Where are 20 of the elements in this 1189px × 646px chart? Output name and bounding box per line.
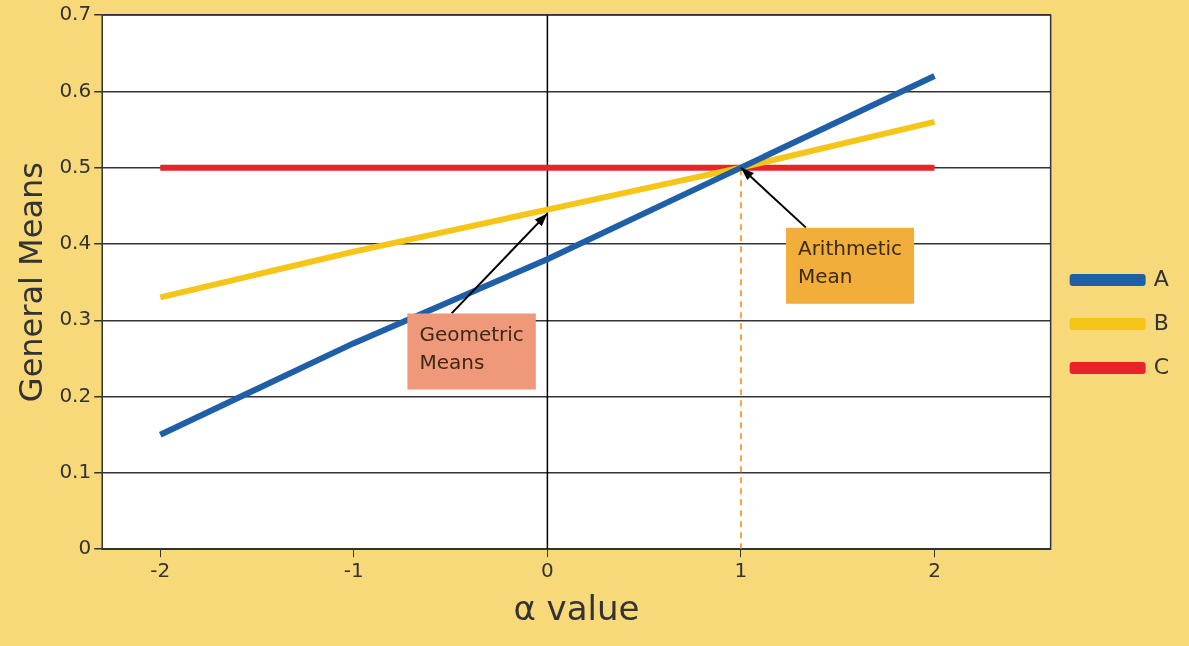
- x-tick-label: -2: [150, 558, 171, 583]
- y-axis-title: General Means: [11, 162, 50, 403]
- x-tick-label: -1: [343, 558, 364, 583]
- y-tick-label: 0.4: [59, 230, 92, 255]
- x-tick-label: 1: [734, 558, 748, 583]
- y-tick-label: 0.7: [59, 1, 92, 26]
- y-tick-label: 0.6: [59, 77, 92, 102]
- x-tick-label: 0: [541, 558, 554, 583]
- x-axis-title: α value: [513, 588, 640, 629]
- annotation: Geometric Means: [419, 321, 524, 374]
- x-tick-label: 2: [928, 558, 941, 583]
- y-tick-label: 0.3: [59, 306, 92, 331]
- y-tick-label: 0.2: [59, 382, 92, 407]
- legend-label: C: [1153, 353, 1170, 379]
- y-tick-label: 0.1: [59, 459, 92, 484]
- legend-label: A: [1153, 265, 1169, 291]
- y-tick-label: 0: [78, 535, 92, 560]
- annotation: Arithmetic Mean: [797, 235, 903, 288]
- legend-label: B: [1153, 309, 1169, 335]
- y-tick-label: 0.5: [59, 153, 92, 178]
